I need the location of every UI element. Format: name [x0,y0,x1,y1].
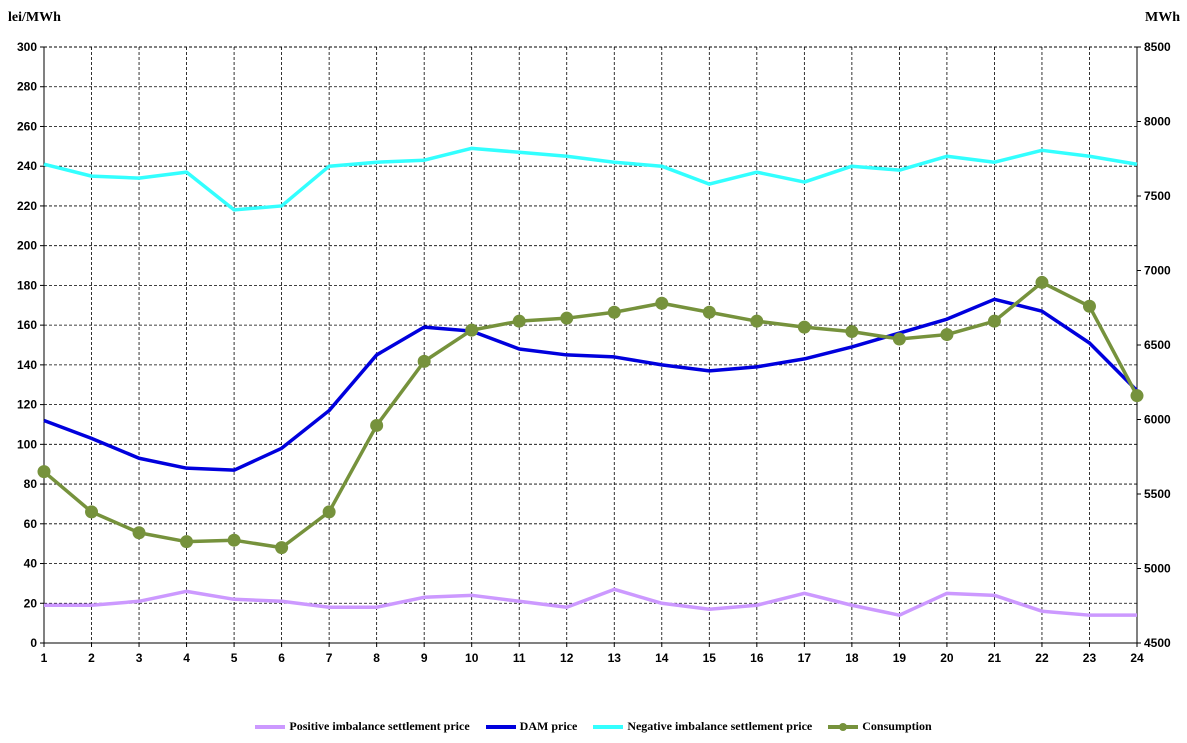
series-point-3 [607,305,621,319]
legend-item: DAM price [485,719,578,734]
y-tick-label: 40 [24,557,38,571]
x-tick-label: 14 [655,651,669,665]
series-point-3 [750,314,764,328]
series-point-3 [845,325,859,339]
legend-swatch [255,724,286,729]
y-tick-label: 100 [17,437,37,451]
x-tick-label: 6 [278,651,285,665]
x-tick-label: 13 [608,651,622,665]
series-point-3 [1082,299,1096,313]
series-point-3 [180,535,194,549]
y2-tick-label: 7500 [1144,189,1171,203]
x-tick-label: 22 [1035,651,1049,665]
x-tick-label: 20 [940,651,954,665]
y2-tick-label: 4500 [1144,636,1171,650]
series-point-3 [512,314,526,328]
left-axis-unit-label: lei/MWh [8,10,61,25]
x-tick-label: 12 [560,651,574,665]
x-tick-label: 24 [1130,651,1144,665]
legend-swatch [485,724,516,729]
x-tick-label: 10 [465,651,479,665]
series-line-2 [43,146,1138,212]
legend-item: Negative imbalance settlement price [593,719,812,734]
x-tick-label: 11 [513,651,526,665]
y-tick-label: 220 [17,199,37,213]
series-point-3 [465,323,479,337]
series-point-3 [797,320,811,334]
legend-item: Consumption [828,719,932,734]
series-point-3 [132,526,146,540]
series-point-3 [560,311,574,325]
series-point-3 [940,328,954,342]
legend-label: Consumption [862,719,932,733]
series-point-3 [987,314,1001,328]
series-point-3 [702,305,716,319]
right-axis-unit-label: MWh [1145,10,1180,25]
series-point-3 [37,465,51,479]
y2-tick-label: 6000 [1144,413,1171,427]
legend-label: Positive imbalance settlement price [289,719,470,733]
x-tick-label: 5 [231,651,238,665]
y-tick-label: 240 [17,159,37,173]
x-tick-label: 18 [845,651,859,665]
y-tick-label: 120 [17,398,37,412]
y-tick-label: 300 [17,40,37,54]
legend-marker [839,722,848,731]
y2-tick-label: 7000 [1144,264,1171,278]
x-tick-label: 2 [88,651,95,665]
legend-label: Negative imbalance settlement price [627,719,813,733]
y2-tick-label: 5000 [1144,562,1171,576]
y-tick-label: 200 [17,239,37,253]
y2-tick-label: 6500 [1144,338,1171,352]
x-tick-label: 1 [41,651,48,665]
series-point-3 [275,541,289,555]
y-tick-label: 20 [24,596,38,610]
series-point-3 [655,296,669,310]
x-tick-label: 17 [798,651,812,665]
series-point-3 [85,505,99,519]
x-tick-label: 4 [183,651,190,665]
series-point-3 [370,418,384,432]
y-tick-label: 60 [24,517,38,531]
series-point-3 [892,332,906,346]
x-tick-label: 16 [750,651,764,665]
series-line-0 [44,587,1137,617]
legend-item: Positive imbalance settlement price [255,719,470,734]
grid-lines [44,46,1138,643]
y-tick-label: 140 [17,358,37,372]
y-tick-label: 260 [17,119,37,133]
x-tick-label: 8 [373,651,380,665]
x-tick-label: 9 [421,651,428,665]
legend-swatch [593,724,624,729]
y-tick-label: 160 [17,318,37,332]
series-point-3 [1130,389,1144,403]
y2-tick-label: 8000 [1144,115,1171,129]
x-tick-label: 3 [136,651,143,665]
axes [40,46,1141,647]
series-point-3 [417,354,431,368]
series-point-3 [227,533,241,547]
x-tick-label: 15 [703,651,717,665]
legend: Positive imbalance settlement price DAM p… [0,719,1187,734]
series-point-3 [322,505,336,519]
series-line-3 [42,280,1139,550]
tick-labels: 0204060801001201401601802002202402602803… [17,40,1171,665]
series-line-1 [43,297,1139,472]
series-point-3 [1035,275,1049,289]
y-tick-label: 180 [17,278,37,292]
y-tick-label: 0 [30,636,37,650]
y-tick-label: 280 [17,80,37,94]
legend-label: DAM price [519,719,578,733]
series-lines [37,146,1144,617]
y2-tick-label: 5500 [1144,487,1171,501]
y2-tick-label: 8500 [1144,40,1171,54]
x-tick-label: 21 [988,651,1002,665]
x-tick-label: 19 [893,651,907,665]
y-tick-label: 80 [24,477,38,491]
x-tick-label: 7 [326,651,333,665]
legend-swatch [828,722,859,731]
x-tick-label: 23 [1083,651,1097,665]
